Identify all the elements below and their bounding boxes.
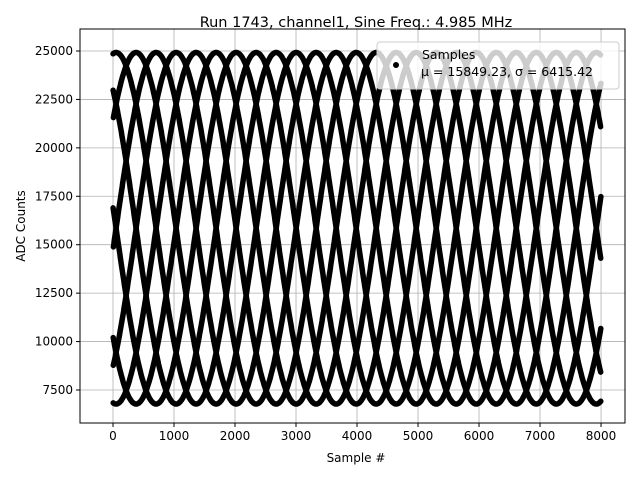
x-tick-label: 0 — [109, 429, 117, 443]
y-tick-label: 22500 — [35, 92, 73, 106]
x-tick-label: 8000 — [586, 429, 617, 443]
y-tick-label: 10000 — [35, 335, 73, 349]
x-tick-label: 4000 — [342, 429, 373, 443]
x-tick-label: 3000 — [281, 429, 312, 443]
y-tick-label: 20000 — [35, 141, 73, 155]
legend-marker — [393, 62, 399, 68]
y-tick-label: 15000 — [35, 238, 73, 252]
ticks: 0 1000 2000 3000 4000 5000 6000 7000 8000 7500 100… — [35, 44, 616, 443]
x-tick-label: 5000 — [403, 429, 434, 443]
sample-curve — [110, 49, 604, 407]
sample-curve — [110, 49, 604, 407]
legend-entry-samples: Samples — [422, 47, 475, 62]
sample-curve — [110, 49, 604, 407]
legend-box — [376, 41, 620, 90]
y-tick-label: 12500 — [35, 286, 73, 300]
x-tick-label: 7000 — [525, 429, 556, 443]
legend: Samples μ = 15849.23, σ = 6415.42 — [376, 41, 620, 90]
legend-entry-stats: μ = 15849.23, σ = 6415.42 — [421, 64, 593, 79]
sample-curve — [110, 49, 604, 407]
x-tick-label: 2000 — [220, 429, 251, 443]
x-tick-label: 1000 — [159, 429, 190, 443]
axes-frame — [79, 28, 626, 424]
data-series — [110, 49, 604, 407]
x-tick-label: 6000 — [464, 429, 495, 443]
x-axis-label: Sample # — [327, 451, 386, 465]
y-tick-label: 17500 — [35, 189, 73, 203]
y-tick-label: 25000 — [35, 44, 73, 58]
y-tick-label: 7500 — [42, 383, 73, 397]
y-axis-label: ADC Counts — [14, 190, 28, 262]
chart-title: Run 1743, channel1, Sine Freq.: 4.985 MH… — [200, 15, 513, 31]
